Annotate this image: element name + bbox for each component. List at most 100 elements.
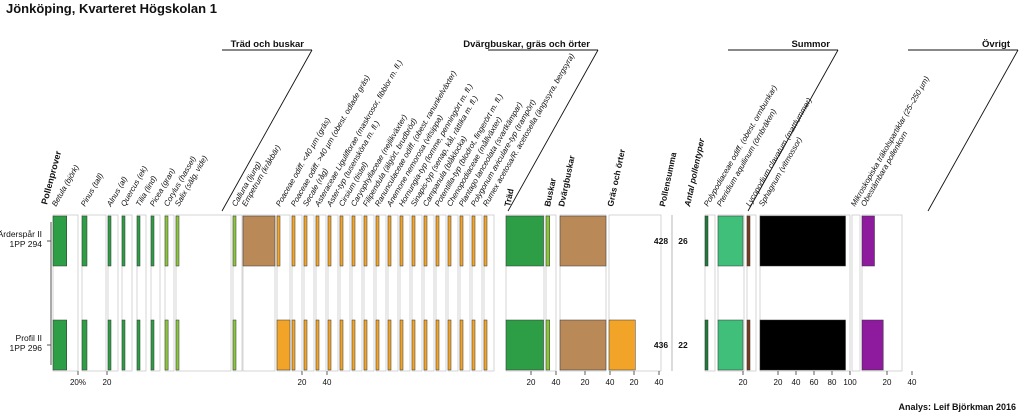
group-header-label: Träd och buskar bbox=[231, 39, 305, 50]
summary-0-bar bbox=[505, 215, 544, 267]
taxon-6-frame bbox=[164, 214, 175, 372]
other-3-tick-label: 80 bbox=[828, 378, 837, 387]
group-header-leader bbox=[747, 49, 839, 212]
bar-area: 428 26 436 22 bbox=[52, 215, 884, 371]
taxon-27-bar bbox=[483, 319, 488, 371]
taxon-26-frame bbox=[471, 214, 483, 372]
other-1-frame bbox=[717, 214, 745, 372]
taxon-24-frame bbox=[447, 214, 459, 372]
sample-axis bbox=[47, 214, 903, 372]
group-header-label: Övrigt bbox=[982, 39, 1011, 50]
taxon-27-bar bbox=[483, 215, 488, 267]
analysis-credit: Analys: Leif Björkman 2016 bbox=[898, 402, 1016, 412]
taxon-23-bar bbox=[435, 215, 440, 267]
taxon-4-bar bbox=[136, 215, 141, 267]
taxon-13-frame bbox=[315, 214, 327, 372]
other-1-tick-label: 20 bbox=[739, 378, 748, 387]
taxon-8-bar bbox=[232, 319, 237, 371]
taxon-0-bar bbox=[52, 215, 67, 267]
sample-name-label: Profil II bbox=[16, 333, 42, 343]
pollensumma-value: 436 bbox=[654, 340, 668, 350]
taxon-18-frame bbox=[375, 214, 387, 372]
taxon-26-bar bbox=[471, 319, 476, 371]
summary-2-frame bbox=[559, 214, 607, 372]
taxon-5-bar bbox=[150, 319, 155, 371]
taxon-25-bar bbox=[459, 319, 464, 371]
taxon-20-bar bbox=[399, 215, 404, 267]
taxon-10-bar bbox=[276, 319, 291, 371]
group-headers: Träd och buskar Dvärgbuskar, gräs och ört… bbox=[221, 39, 1019, 212]
taxon-14-bar bbox=[327, 319, 332, 371]
other-2-bar bbox=[746, 319, 751, 371]
group-header-leader bbox=[221, 49, 313, 212]
summary-3-label: Gräs och örter bbox=[605, 147, 627, 207]
pollensumma-value: 428 bbox=[654, 236, 668, 246]
other-4-label: Mikroskopiska träkolspartiklar (25–250 µ… bbox=[849, 74, 931, 208]
taxon-26-bar bbox=[471, 215, 476, 267]
count-1-label: Antal pollentyper bbox=[682, 137, 707, 209]
taxon-13-bar bbox=[315, 215, 320, 267]
taxon-10-bar bbox=[276, 215, 281, 267]
other-0-frame bbox=[704, 214, 716, 372]
taxon-2-frame bbox=[107, 214, 119, 372]
taxon-20-bar bbox=[399, 319, 404, 371]
other-2-bar bbox=[746, 215, 751, 267]
other-0-bar bbox=[704, 215, 709, 267]
taxon-5-frame bbox=[150, 214, 161, 372]
taxon-20-frame bbox=[399, 214, 411, 372]
taxon-23-frame bbox=[435, 214, 447, 372]
taxon-23-bar bbox=[435, 319, 440, 371]
antal-value: 26 bbox=[678, 236, 688, 246]
taxon-16-bar bbox=[351, 215, 356, 267]
taxon-19-bar bbox=[387, 319, 392, 371]
taxon-1-bar bbox=[81, 319, 88, 371]
taxon-17-frame bbox=[363, 214, 375, 372]
taxon-1-frame bbox=[81, 214, 107, 372]
taxon-13-bar bbox=[315, 319, 320, 371]
other-3-tick-label: 40 bbox=[792, 378, 801, 387]
summary-0-frame bbox=[505, 214, 545, 372]
taxon-12-bar bbox=[303, 319, 308, 371]
group-header-leader bbox=[927, 49, 1019, 212]
taxon-10-tick-label: 20 bbox=[298, 378, 307, 387]
other-0-bar bbox=[704, 319, 709, 371]
taxon-27-frame bbox=[483, 214, 495, 372]
taxon-0-bar bbox=[52, 319, 67, 371]
summary-1-label: Buskar bbox=[542, 176, 558, 207]
summary-2-tick-label: 40 bbox=[606, 378, 615, 387]
taxon-21-bar bbox=[411, 319, 416, 371]
summary-1-frame bbox=[545, 214, 557, 372]
other-3-tick-label: 20 bbox=[774, 378, 783, 387]
diagram-title: Jönköping, Kvarteret Högskolan 1 bbox=[6, 1, 217, 16]
other-3-bar bbox=[759, 215, 846, 267]
taxon-17-bar bbox=[363, 319, 368, 371]
taxon-0-frame bbox=[52, 214, 79, 372]
taxon-1-label: Pinus (tall) bbox=[79, 171, 105, 208]
taxon-25-bar bbox=[459, 215, 464, 267]
other-1-bar bbox=[717, 319, 744, 371]
taxon-3-bar bbox=[121, 215, 126, 267]
taxon-3-frame bbox=[121, 214, 133, 372]
other-4-frame bbox=[851, 214, 861, 372]
summary-3-bar bbox=[608, 319, 636, 371]
other-5-tick-label: 20 bbox=[883, 378, 892, 387]
taxon-7-frame bbox=[175, 214, 232, 372]
group-header-leader bbox=[507, 49, 599, 212]
summary-2-bar bbox=[559, 319, 607, 371]
summary-1-bar bbox=[545, 319, 550, 371]
other-5-bar bbox=[861, 215, 875, 267]
taxon-11-bar bbox=[291, 215, 296, 267]
taxon-19-frame bbox=[387, 214, 399, 372]
taxon-7-bar bbox=[175, 319, 180, 371]
taxon-16-frame bbox=[351, 214, 363, 372]
other-3-frame bbox=[759, 214, 851, 372]
summary-3-tick-label: 40 bbox=[655, 378, 664, 387]
sample-code-label: 1PP 296 bbox=[10, 343, 43, 353]
taxon-11-bar bbox=[291, 319, 296, 371]
taxon-1-bar bbox=[81, 215, 88, 267]
taxon-0-tick-label: 20% bbox=[70, 378, 86, 387]
taxon-1-tick-label: 20 bbox=[103, 378, 112, 387]
sample-name-label: Ärderspår II bbox=[0, 229, 42, 239]
